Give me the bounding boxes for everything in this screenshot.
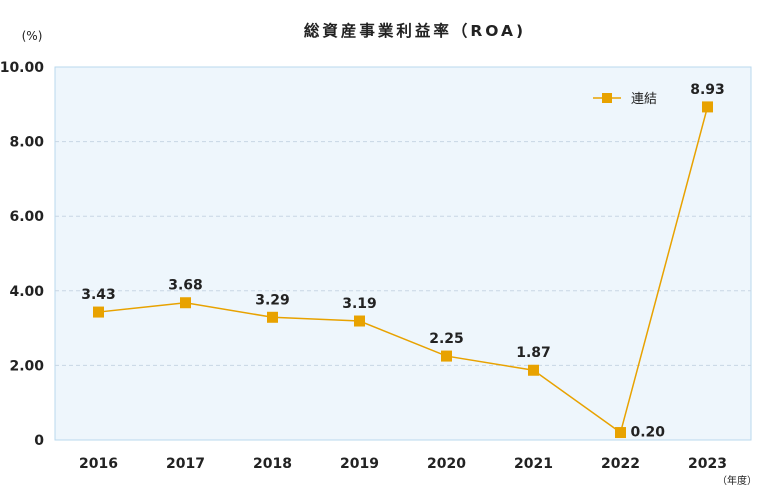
- x-tick-label: 2019: [340, 456, 379, 472]
- y-tick-label: 0: [34, 433, 44, 449]
- data-point-marker: [354, 315, 365, 327]
- y-tick-label: 2.00: [9, 358, 44, 374]
- data-point-marker: [93, 306, 104, 318]
- plot-area: [54, 66, 752, 441]
- data-point-marker: [615, 427, 626, 439]
- x-tick-label: 2017: [166, 456, 205, 472]
- x-tick-label: 2023: [688, 456, 727, 472]
- data-point-marker: [180, 297, 191, 309]
- data-point-marker: [528, 364, 539, 376]
- data-label: 1.87: [516, 345, 551, 361]
- data-label: 2.25: [429, 331, 464, 347]
- x-tick-label: 2020: [427, 456, 466, 472]
- y-tick-label: 8.00: [9, 135, 44, 151]
- series-renketsu: 3.43 3.68 3.29 3.19 2.25 1.87 0.20 8.93: [81, 82, 725, 441]
- legend-marker-swatch: [602, 93, 612, 103]
- x-axis-unit-label: （年度）: [717, 474, 757, 487]
- x-tick-label: 2016: [79, 456, 118, 472]
- x-tick-label: 2021: [514, 456, 553, 472]
- data-label: 3.68: [168, 278, 203, 294]
- series-line: [98, 106, 709, 434]
- x-tick-label: 2022: [601, 456, 640, 472]
- data-label: 0.20: [631, 425, 666, 441]
- y-tick-label: 10.00: [0, 60, 44, 76]
- y-tick-label: 4.00: [9, 284, 44, 300]
- y-axis-ticks: 0 2.00 4.00 6.00 8.00 10.00: [0, 60, 44, 449]
- data-point-marker: [702, 101, 713, 113]
- data-label: 3.19: [342, 296, 377, 312]
- x-axis-ticks: 2016 2017 2018 2019 2020 2021 2022 2023: [79, 456, 727, 472]
- data-label: 8.93: [690, 82, 725, 98]
- legend: 連結: [593, 92, 657, 107]
- x-tick-label: 2018: [253, 456, 292, 472]
- data-point-marker: [267, 311, 278, 323]
- data-label: 3.43: [81, 287, 116, 303]
- grid-lines: [55, 141, 751, 366]
- chart-title: 総資産事業利益率（ROA): [304, 21, 526, 40]
- legend-label: 連結: [631, 92, 657, 107]
- y-axis-unit-label: (%): [22, 29, 43, 43]
- data-label: 3.29: [255, 292, 290, 308]
- data-point-marker: [441, 350, 452, 362]
- y-tick-label: 6.00: [9, 209, 44, 225]
